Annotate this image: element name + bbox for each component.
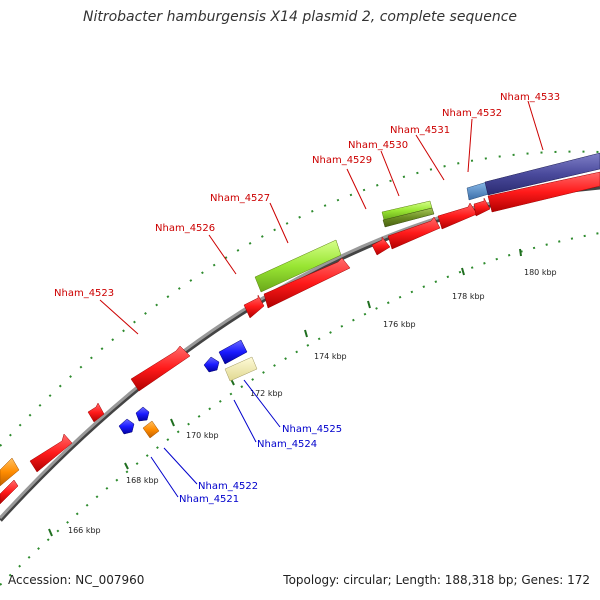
gene-label: Nham_4526 [155,223,215,234]
tick-label: 178 kbp [452,292,485,301]
cds-feature [437,202,478,230]
backbone-line [0,183,600,520]
cds-feature [218,339,248,365]
gene-label: Nham_4529 [312,155,372,166]
cds-feature [0,479,19,505]
leader-line [243,379,281,428]
gene-label: Nham_4530 [348,140,408,151]
gene-label: Nham_4531 [390,125,450,136]
feature-olive [382,207,435,228]
gene-label: Nham_4521 [179,494,239,505]
accession-label: Accession: NC_007960 [8,573,145,587]
cds-feature [87,402,105,423]
leader-line [208,234,237,275]
major-tick [48,528,53,537]
feature-orange-edge [0,457,20,487]
cds-feature [487,171,600,213]
leader-line [527,100,544,151]
inner-tick-track [0,232,600,586]
tick-label: 176 kbp [383,320,416,329]
forward-strand-features [0,171,600,505]
tick-label: 168 kbp [126,476,159,485]
cds-feature [118,418,135,435]
leader-line [163,447,198,485]
backbone-shadow [0,184,600,522]
feature-pale-yellow [224,356,258,382]
leader-line [346,168,367,210]
major-tick [170,418,175,427]
cds-feature [135,406,150,422]
map-title: Nitrobacter hamburgensis X14 plasmid 2, … [82,9,518,25]
tick-label: 170 kbp [186,431,219,440]
major-tick [367,300,371,309]
topology-label: Topology: circular; Length: 188,318 bp; … [283,573,590,587]
gene-label: Nham_4524 [257,439,317,450]
reverse-strand-features [118,339,248,435]
major-tick [124,462,129,470]
feature-orange [142,420,160,439]
top-leader-lines [99,100,544,335]
cds-feature [387,216,441,250]
leader-line [415,134,445,181]
leader-line [233,399,257,443]
cds-feature [203,356,220,373]
gene-label: Nham_4533 [500,92,560,103]
cds-feature [371,236,391,256]
gene-label: Nham_4525 [282,424,342,435]
tick-label: 180 kbp [524,268,557,277]
gene-label: Nham_4523 [54,288,114,299]
leader-line [99,299,139,335]
gene-label: Nham_4522 [198,481,258,492]
cds-feature [243,294,265,319]
cds-feature [263,257,351,309]
major-tick [461,267,465,276]
tick-label: 174 kbp [314,352,347,361]
leader-line [269,202,289,244]
cds-feature [130,345,191,392]
leader-line [380,150,400,197]
cds-feature [473,197,491,217]
cds-feature [29,433,73,473]
feature-navy [484,152,600,196]
major-tick [519,248,522,257]
gene-label: Nham_4532 [442,108,502,119]
leader-line [150,456,179,498]
major-tick [304,329,308,338]
gene-label: Nham_4527 [210,193,270,204]
tick-label: 166 kbp [68,526,101,535]
feature-green-large [254,239,342,293]
tick-label: 172 kbp [250,389,283,398]
leader-line [467,118,473,173]
bottom-leader-lines [150,379,281,498]
